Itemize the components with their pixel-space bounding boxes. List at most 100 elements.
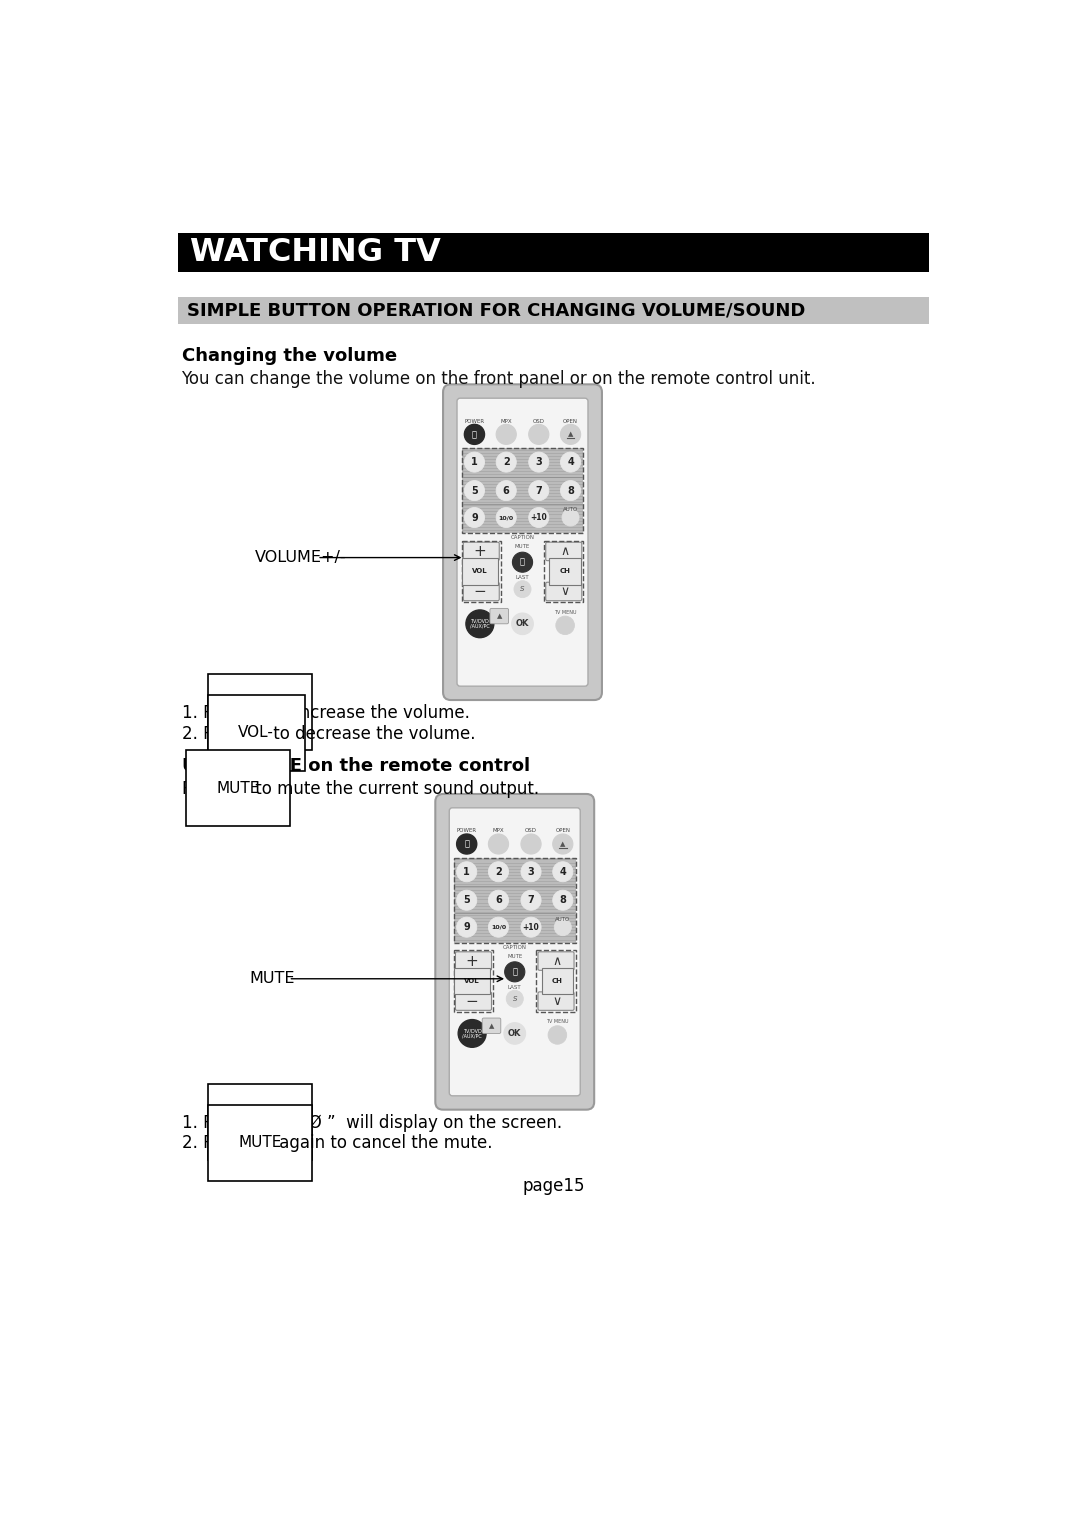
- Circle shape: [529, 507, 549, 527]
- Text: to mute the current sound output.: to mute the current sound output.: [249, 781, 539, 798]
- Text: VOL: VOL: [464, 978, 480, 984]
- Circle shape: [553, 891, 572, 911]
- Text: 5: 5: [463, 895, 470, 905]
- Circle shape: [488, 862, 509, 882]
- Text: OSD: OSD: [532, 419, 544, 423]
- Circle shape: [457, 891, 476, 911]
- Text: POWER: POWER: [464, 419, 485, 423]
- Circle shape: [496, 452, 516, 472]
- Circle shape: [458, 1019, 486, 1047]
- Text: 🔇: 🔇: [512, 967, 517, 976]
- Circle shape: [521, 862, 541, 882]
- Circle shape: [464, 481, 485, 501]
- FancyBboxPatch shape: [435, 795, 594, 1109]
- Text: LAST: LAST: [515, 575, 529, 581]
- Bar: [461, 448, 583, 533]
- Text: Press: Press: [181, 781, 231, 798]
- Bar: [177, 296, 930, 324]
- Circle shape: [561, 425, 581, 445]
- Text: 🔇: 🔇: [519, 558, 525, 567]
- FancyBboxPatch shape: [443, 385, 602, 700]
- Text: ∧: ∧: [553, 955, 562, 967]
- Text: 8: 8: [567, 486, 573, 495]
- Text: OK: OK: [508, 1028, 522, 1038]
- Text: OPEN: OPEN: [563, 419, 578, 423]
- Text: 6: 6: [495, 895, 502, 905]
- Text: +10: +10: [523, 923, 539, 932]
- Text: MUTE: MUTE: [515, 544, 530, 549]
- Text: MUTE: MUTE: [238, 1135, 282, 1151]
- Circle shape: [529, 481, 549, 501]
- Text: 7: 7: [536, 486, 542, 495]
- Bar: [461, 541, 501, 602]
- Circle shape: [457, 862, 476, 882]
- Text: WATCHING TV: WATCHING TV: [190, 237, 441, 267]
- Text: 3: 3: [536, 457, 542, 468]
- Text: 4: 4: [559, 866, 566, 877]
- Text: ∨: ∨: [553, 995, 562, 1007]
- FancyBboxPatch shape: [538, 992, 575, 1010]
- Bar: [454, 857, 576, 943]
- Circle shape: [457, 917, 476, 937]
- Text: AUTO: AUTO: [563, 507, 578, 512]
- Bar: [177, 234, 930, 272]
- Text: LAST: LAST: [508, 984, 522, 990]
- Circle shape: [496, 425, 516, 445]
- Text: 2: 2: [503, 457, 510, 468]
- Text: 5: 5: [471, 486, 477, 495]
- Text: CAPTION: CAPTION: [511, 535, 535, 539]
- Circle shape: [529, 452, 549, 472]
- FancyBboxPatch shape: [482, 1018, 501, 1033]
- Text: AUTO: AUTO: [555, 917, 570, 921]
- Circle shape: [464, 452, 485, 472]
- Circle shape: [496, 481, 516, 501]
- Text: .  “ Ø ”  will display on the screen.: . “ Ø ” will display on the screen.: [273, 1114, 562, 1132]
- Text: OSD: OSD: [525, 828, 537, 833]
- Text: MUTE: MUTE: [508, 953, 523, 960]
- Text: /AUX/PC: /AUX/PC: [462, 1033, 482, 1038]
- Text: −: −: [473, 584, 486, 599]
- Text: 1. Press: 1. Press: [181, 704, 252, 721]
- Bar: [461, 448, 583, 533]
- Text: 1: 1: [463, 866, 470, 877]
- Text: 1: 1: [471, 457, 477, 468]
- Text: 9: 9: [471, 512, 477, 523]
- Circle shape: [496, 507, 516, 527]
- Text: TV/DVD: TV/DVD: [462, 1028, 482, 1033]
- Text: S: S: [513, 996, 517, 1002]
- Circle shape: [457, 834, 476, 854]
- Bar: [454, 950, 494, 1012]
- Circle shape: [488, 917, 509, 937]
- Text: You can change the volume on the front panel or on the remote control unit.: You can change the volume on the front p…: [181, 370, 816, 388]
- Text: 2: 2: [495, 866, 502, 877]
- Text: MPX: MPX: [500, 419, 512, 423]
- Text: OK: OK: [516, 619, 529, 628]
- Bar: [537, 950, 576, 1012]
- Text: −: −: [465, 993, 478, 1008]
- Text: VOLUME+/-: VOLUME+/-: [255, 550, 347, 565]
- Text: ⏻: ⏻: [472, 429, 477, 439]
- Text: ∧: ∧: [561, 545, 569, 558]
- Text: MPX: MPX: [492, 828, 504, 833]
- Circle shape: [488, 834, 509, 854]
- Text: Using MUTE on the remote control: Using MUTE on the remote control: [181, 756, 529, 775]
- Text: ▲: ▲: [497, 613, 502, 619]
- Text: 2. Press: 2. Press: [181, 724, 252, 743]
- Text: CAPTION: CAPTION: [503, 944, 527, 950]
- Text: SIMPLE BUTTON OPERATION FOR CHANGING VOLUME/SOUND: SIMPLE BUTTON OPERATION FOR CHANGING VOL…: [187, 301, 806, 319]
- Text: ∨: ∨: [561, 585, 569, 597]
- FancyBboxPatch shape: [545, 542, 582, 561]
- Circle shape: [512, 613, 534, 634]
- Text: OPEN: OPEN: [555, 828, 570, 833]
- Circle shape: [465, 610, 494, 637]
- Circle shape: [488, 891, 509, 911]
- Bar: [544, 541, 583, 602]
- Circle shape: [521, 891, 541, 911]
- Text: 1. Press: 1. Press: [181, 1114, 252, 1132]
- Text: Changing the volume: Changing the volume: [181, 347, 396, 365]
- Text: VOL: VOL: [472, 568, 488, 575]
- Text: to decrease the volume.: to decrease the volume.: [268, 724, 475, 743]
- Text: ▲: ▲: [561, 840, 566, 847]
- Text: +: +: [465, 953, 478, 969]
- FancyBboxPatch shape: [456, 952, 491, 970]
